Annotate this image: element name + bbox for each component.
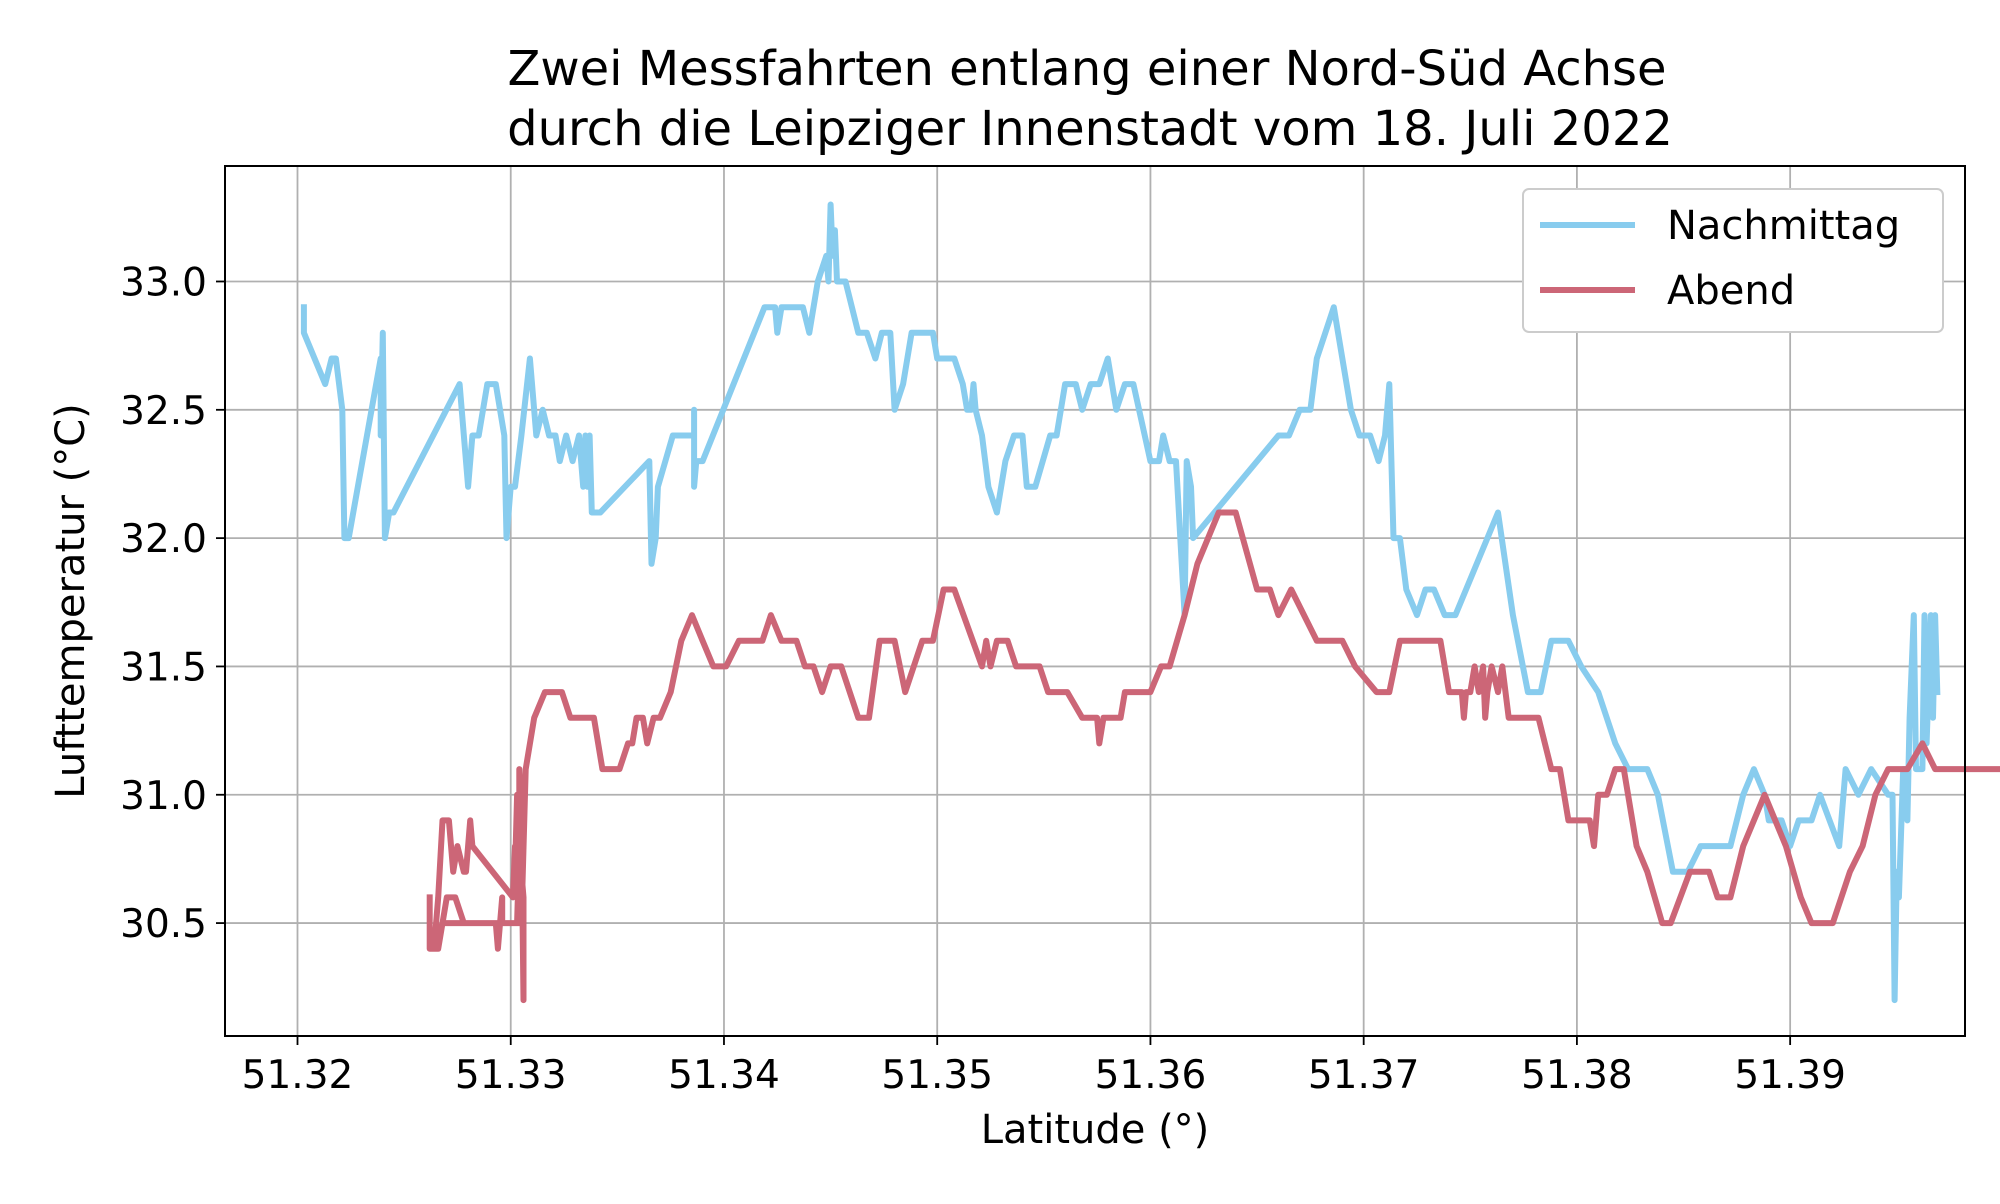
x-axis-label: Latitude (°) <box>981 1107 1210 1153</box>
x-tick-label: 51.38 <box>1521 1053 1633 1098</box>
x-tick-label: 51.34 <box>668 1053 780 1098</box>
y-tick-label: 32.0 <box>120 517 207 562</box>
legend-label-nachmittag: Nachmittag <box>1667 203 1900 249</box>
legend: Nachmittag Abend <box>1522 188 1944 333</box>
series-line-nachmittag <box>300 201 1941 1004</box>
x-tick-label: 51.32 <box>242 1053 354 1098</box>
x-tick-label: 51.33 <box>455 1053 567 1098</box>
x-tick-label: 51.36 <box>1095 1053 1207 1098</box>
y-tick-label: 31.5 <box>120 645 207 690</box>
series-line-abend <box>426 509 2000 1004</box>
y-tick-label: 33.0 <box>120 260 207 305</box>
y-tick-label: 31.0 <box>120 774 207 819</box>
x-tick-label: 51.35 <box>881 1053 993 1098</box>
y-tick-label: 32.5 <box>120 389 207 434</box>
x-tick-label: 51.39 <box>1734 1053 1846 1098</box>
x-tick-label: 51.37 <box>1308 1053 1420 1098</box>
y-axis-label: Lufttemperatur (°C) <box>48 403 94 799</box>
y-tick-label: 30.5 <box>120 902 207 947</box>
series-layer <box>300 201 2000 1004</box>
plot-area-frame <box>224 165 1966 1037</box>
chart-title-line-1: Zwei Messfahrten entlang einer Nord-Süd … <box>507 41 1666 97</box>
axis-ticks: 51.32 51.33 51.34 51.35 51.36 51.37 51.38 51.39… <box>120 260 1846 1098</box>
chart-title-line-2: durch die Leipziger Innenstadt vom 18. J… <box>507 101 1673 157</box>
legend-label-abend: Abend <box>1667 268 1795 314</box>
